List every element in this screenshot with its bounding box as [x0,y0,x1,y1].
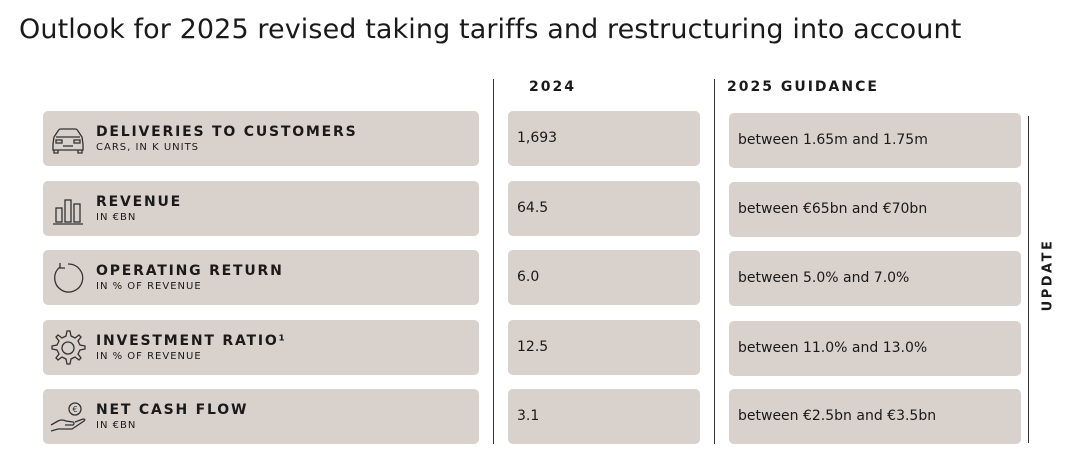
guidance-operating-return: between 5.0% and 7.0% [729,251,1021,306]
return-arrow-icon [48,259,88,297]
metric-name: NET CASH FLOW [96,402,249,418]
guidance-text: between 11.0% and 13.0% [738,340,928,356]
value-2024-investment-ratio: 12.5 [508,320,700,375]
guidance-text: between 1.65m and 1.75m [738,132,928,148]
update-bracket-line [1028,116,1029,443]
update-label: UPDATE [1040,238,1056,312]
value-2024-deliveries: 1,693 [508,111,700,166]
metric-card-deliveries: DELIVERIES TO CUSTOMERS CARS, IN K UNITS [43,111,479,166]
value-2024-text: 12.5 [517,339,549,355]
metric-card-operating-return: OPERATING RETURN IN % OF REVENUE [43,250,479,305]
column-divider-2024 [493,79,494,444]
page-title: Outlook for 2025 revised taking tariffs … [19,14,962,45]
column-header-guidance: 2025 GUIDANCE [727,79,879,95]
metric-name: DELIVERIES TO CUSTOMERS [96,124,358,140]
value-2024-operating-return: 6.0 [508,250,700,305]
guidance-text: between €2.5bn and €3.5bn [738,408,937,424]
metric-unit: CARS, IN K UNITS [96,142,200,153]
guidance-revenue: between €65bn and €70bn [729,182,1021,237]
metric-card-investment-ratio: INVESTMENT RATIO¹ IN % OF REVENUE [43,320,479,375]
metric-name: REVENUE [96,194,182,210]
column-header-2024: 2024 [529,79,576,95]
guidance-text: between 5.0% and 7.0% [738,270,910,286]
metric-unit: IN % OF REVENUE [96,281,202,292]
guidance-text: between €65bn and €70bn [738,201,928,217]
guidance-net-cash-flow: between €2.5bn and €3.5bn [729,389,1021,444]
gear-icon [48,329,88,367]
metric-card-net-cash-flow: € NET CASH FLOW IN €BN [43,389,479,444]
metric-unit: IN €BN [96,420,137,431]
guidance-deliveries: between 1.65m and 1.75m [729,113,1021,168]
value-2024-text: 6.0 [517,269,540,285]
metric-name: INVESTMENT RATIO¹ [96,333,287,349]
car-icon [48,120,88,158]
hand-coin-icon: € [48,398,88,436]
value-2024-text: 64.5 [517,200,549,216]
value-2024-net-cash-flow: 3.1 [508,389,700,444]
column-divider-guidance [714,79,715,444]
metric-card-revenue: REVENUE IN €BN [43,181,479,236]
svg-text:€: € [73,405,78,414]
value-2024-revenue: 64.5 [508,181,700,236]
guidance-investment-ratio: between 11.0% and 13.0% [729,321,1021,376]
metric-unit: IN % OF REVENUE [96,351,202,362]
metric-name: OPERATING RETURN [96,263,284,279]
metric-unit: IN €BN [96,212,137,223]
value-2024-text: 1,693 [517,130,558,146]
value-2024-text: 3.1 [517,408,540,424]
bar-chart-icon [48,190,88,228]
